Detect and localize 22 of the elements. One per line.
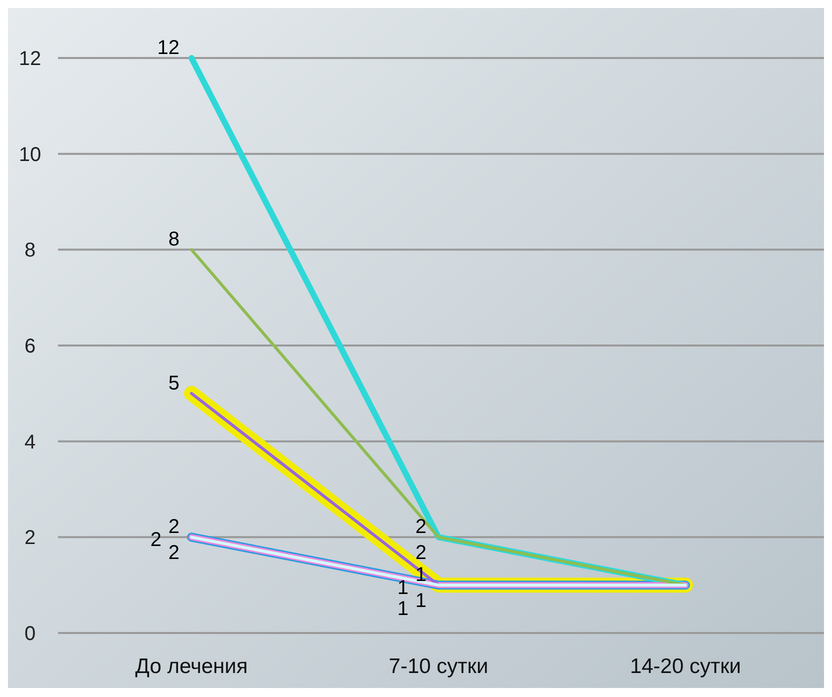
data-label: 8 xyxy=(168,228,180,251)
data-label: 2 xyxy=(150,529,162,552)
x-tick-label: 14-20 сутки xyxy=(630,655,742,678)
y-tick-label: 12 xyxy=(18,48,42,70)
data-label: 1 xyxy=(397,577,408,600)
y-tick-label: 6 xyxy=(24,336,36,358)
x-tick-label: 7-10 сутки xyxy=(388,655,488,678)
data-label: 2 xyxy=(168,516,180,538)
y-tick-label: 4 xyxy=(24,431,36,454)
data-label: 5 xyxy=(168,372,180,394)
data-label: 12 xyxy=(157,37,180,59)
y-tick-label: 0 xyxy=(24,623,36,645)
data-label: 1 xyxy=(397,598,408,620)
data-label: 1 xyxy=(415,590,426,612)
data-label: 2 xyxy=(415,516,426,538)
data-label: 2 xyxy=(168,542,180,564)
data-label: 2 xyxy=(415,542,426,564)
x-tick-label: До лечения xyxy=(135,655,248,678)
y-tick-label: 10 xyxy=(18,144,42,166)
y-tick-label: 8 xyxy=(24,240,36,262)
y-tick-label: 2 xyxy=(24,527,36,550)
data-label: 1 xyxy=(415,564,426,586)
